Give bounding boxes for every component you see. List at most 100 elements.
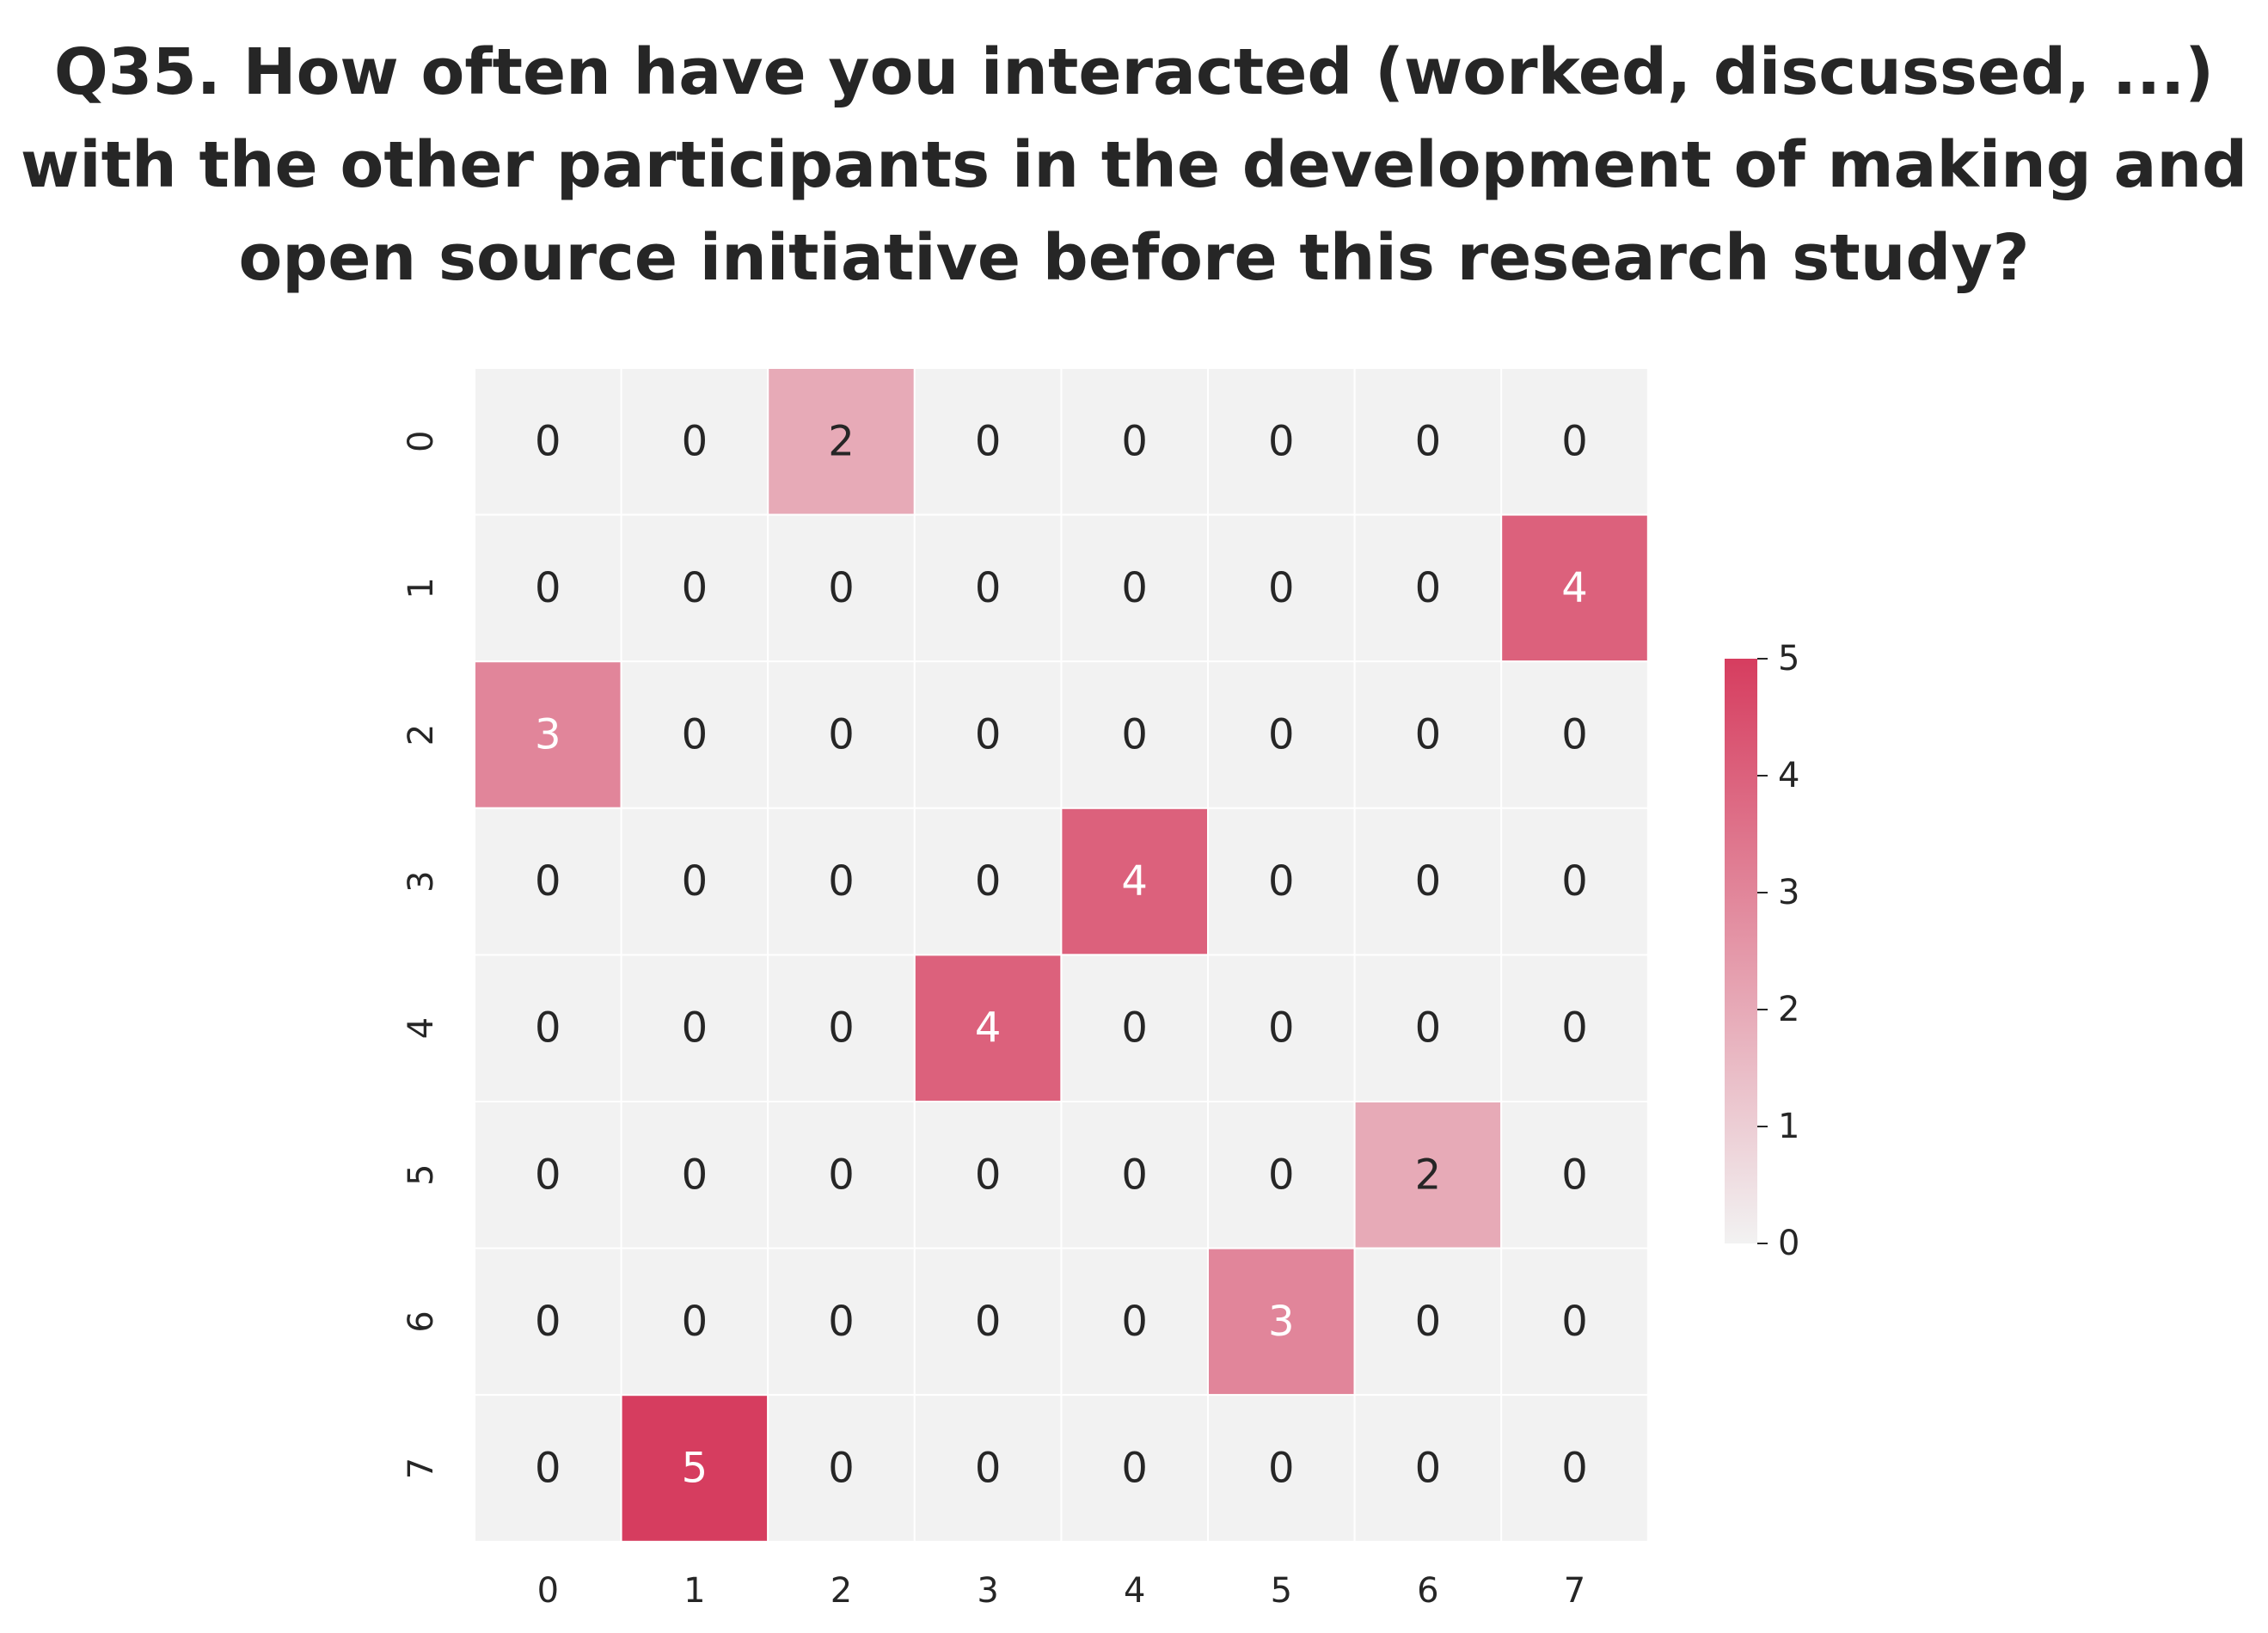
cell-value-label-r1-c0: 0 [535,564,561,612]
cell-value-label-r3-c4: 4 [1121,857,1148,906]
cell-value-label-r5-c7: 0 [1561,1151,1588,1199]
cell-value-label-r0-c6: 0 [1415,417,1442,465]
heatmap-cell-r4-c3 [913,954,1063,1103]
colorbar-tick-label-4: 4 [1778,756,1799,795]
heatmap-cell-r1-c1 [620,513,769,663]
heatmap-cell-r2-c0 [474,660,622,809]
heatmap-cells [474,367,1649,1543]
cell-value-label-r2-c5: 0 [1268,711,1295,759]
heatmap-cell-r1-c4 [1060,513,1210,663]
heatmap-cell-r1-c2 [767,513,916,663]
cell-value-label-r0-c4: 0 [1121,417,1148,465]
cell-value-label-r4-c5: 0 [1268,1004,1295,1053]
heatmap-cell-r2-c5 [1207,660,1356,809]
heatmap-cell-r3-c7 [1500,807,1649,956]
cell-value-label-r4-c1: 0 [682,1004,708,1053]
heatmap-cell-r7-c5 [1207,1394,1356,1543]
heatmap-cell-r2-c4 [1060,660,1210,809]
y-tick-label-5: 5 [401,1164,441,1186]
cell-value-label-r4-c3: 4 [975,1004,1002,1053]
heatmap-cell-r7-c1 [620,1394,769,1543]
chart-title-line-1: Q35. How often have you interacted (work… [53,35,2215,109]
heatmap-cell-r7-c3 [913,1394,1063,1543]
cell-value-label-r2-c1: 0 [682,711,708,759]
heatmap-cell-r3-c6 [1353,807,1503,956]
heatmap-cell-r6-c2 [767,1247,916,1397]
cell-value-label-r6-c2: 0 [828,1298,855,1346]
colorbar-gradient [1725,659,1757,1243]
cell-value-label-r0-c3: 0 [975,417,1002,465]
cell-value-label-r5-c0: 0 [535,1151,561,1199]
colorbar: 0 1 2 3 4 5 [1725,639,1799,1263]
heatmap-cell-r3-c3 [913,807,1063,956]
chart-title-line-3: open source initiative before this resea… [238,221,2030,295]
heatmap-cell-r3-c1 [620,807,769,956]
cell-value-label-r2-c7: 0 [1561,711,1588,759]
colorbar-tick-label-1: 1 [1778,1107,1799,1146]
cell-value-label-r1-c6: 0 [1415,564,1442,612]
cell-value-label-r7-c5: 0 [1268,1445,1295,1493]
cell-value-label-r7-c1: 5 [682,1445,708,1493]
heatmap-cell-r1-c7 [1500,513,1649,663]
x-tick-label-6: 6 [1417,1571,1438,1611]
cell-value-label-r0-c1: 0 [682,417,708,465]
cell-value-label-r6-c0: 0 [535,1298,561,1346]
cell-value-label-r5-c6: 2 [1415,1151,1442,1199]
y-tick-labels: 0 1 2 3 4 5 6 7 [401,431,441,1480]
x-tick-label-5: 5 [1271,1571,1292,1611]
cell-value-label-r3-c1: 0 [682,857,708,906]
y-tick-label-3: 3 [401,870,441,892]
y-tick-label-7: 7 [401,1458,441,1479]
x-tick-label-3: 3 [977,1571,998,1611]
heatmap-cell-r6-c1 [620,1247,769,1397]
cell-value-label-r7-c3: 0 [975,1445,1002,1493]
heatmap-cell-r4-c2 [767,954,916,1103]
cell-value-label-r6-c4: 0 [1121,1298,1148,1346]
x-tick-label-7: 7 [1564,1571,1585,1611]
cell-value-label-r4-c0: 0 [535,1004,561,1053]
cell-value-label-r6-c1: 0 [682,1298,708,1346]
heatmap-cell-r7-c6 [1353,1394,1503,1543]
cell-value-label-r1-c5: 0 [1268,564,1295,612]
heatmap-cell-r5-c6 [1353,1101,1503,1249]
x-tick-label-1: 1 [683,1571,705,1611]
cell-value-label-r3-c0: 0 [535,857,561,906]
heatmap-cell-r2-c7 [1500,660,1649,809]
cell-value-label-r6-c5: 3 [1268,1298,1295,1346]
cell-value-label-r6-c3: 0 [975,1298,1002,1346]
heatmap-cell-r7-c7 [1500,1394,1649,1543]
heatmap-cell-r6-c4 [1060,1247,1210,1397]
cell-value-label-r2-c0: 3 [535,711,561,759]
heatmap-cell-r4-c1 [620,954,769,1103]
cell-value-label-r7-c6: 0 [1415,1445,1442,1493]
cell-value-label-r5-c1: 0 [682,1151,708,1199]
cell-value-label-r1-c4: 0 [1121,564,1148,612]
cell-value-label-r5-c3: 0 [975,1151,1002,1199]
cell-value-label-r1-c7: 4 [1561,564,1588,612]
cell-value-label-r4-c6: 0 [1415,1004,1442,1053]
chart-title: Q35. How often have you interacted (work… [0,26,2268,304]
y-tick-label-0: 0 [401,431,441,452]
cell-value-label-r4-c2: 0 [828,1004,855,1053]
heatmap-cell-r0-c6 [1353,367,1503,516]
heatmap-cell-r1-c0 [474,513,622,663]
heatmap-cell-r3-c5 [1207,807,1356,956]
cell-value-label-r7-c7: 0 [1561,1445,1588,1493]
cell-value-label-r0-c0: 0 [535,417,561,465]
heatmap-cell-r2-c1 [620,660,769,809]
cell-value-label-r0-c2: 2 [828,417,855,465]
cell-value-label-r2-c4: 0 [1121,711,1148,759]
cell-value-label-r1-c2: 0 [828,564,855,612]
cell-value-label-r7-c2: 0 [828,1445,855,1493]
heatmap-cell-r1-c5 [1207,513,1356,663]
cell-value-label-r0-c5: 0 [1268,417,1295,465]
colorbar-tick-label-2: 2 [1778,990,1799,1029]
heatmap-cell-r1-c6 [1353,513,1503,663]
cell-value-label-r5-c4: 0 [1121,1151,1148,1199]
y-tick-label-2: 2 [401,724,441,746]
heatmap-cell-r7-c0 [474,1394,622,1543]
x-tick-label-0: 0 [537,1571,559,1611]
heatmap-cell-r3-c2 [767,807,916,956]
heatmap-cell-r2-c6 [1353,660,1503,809]
